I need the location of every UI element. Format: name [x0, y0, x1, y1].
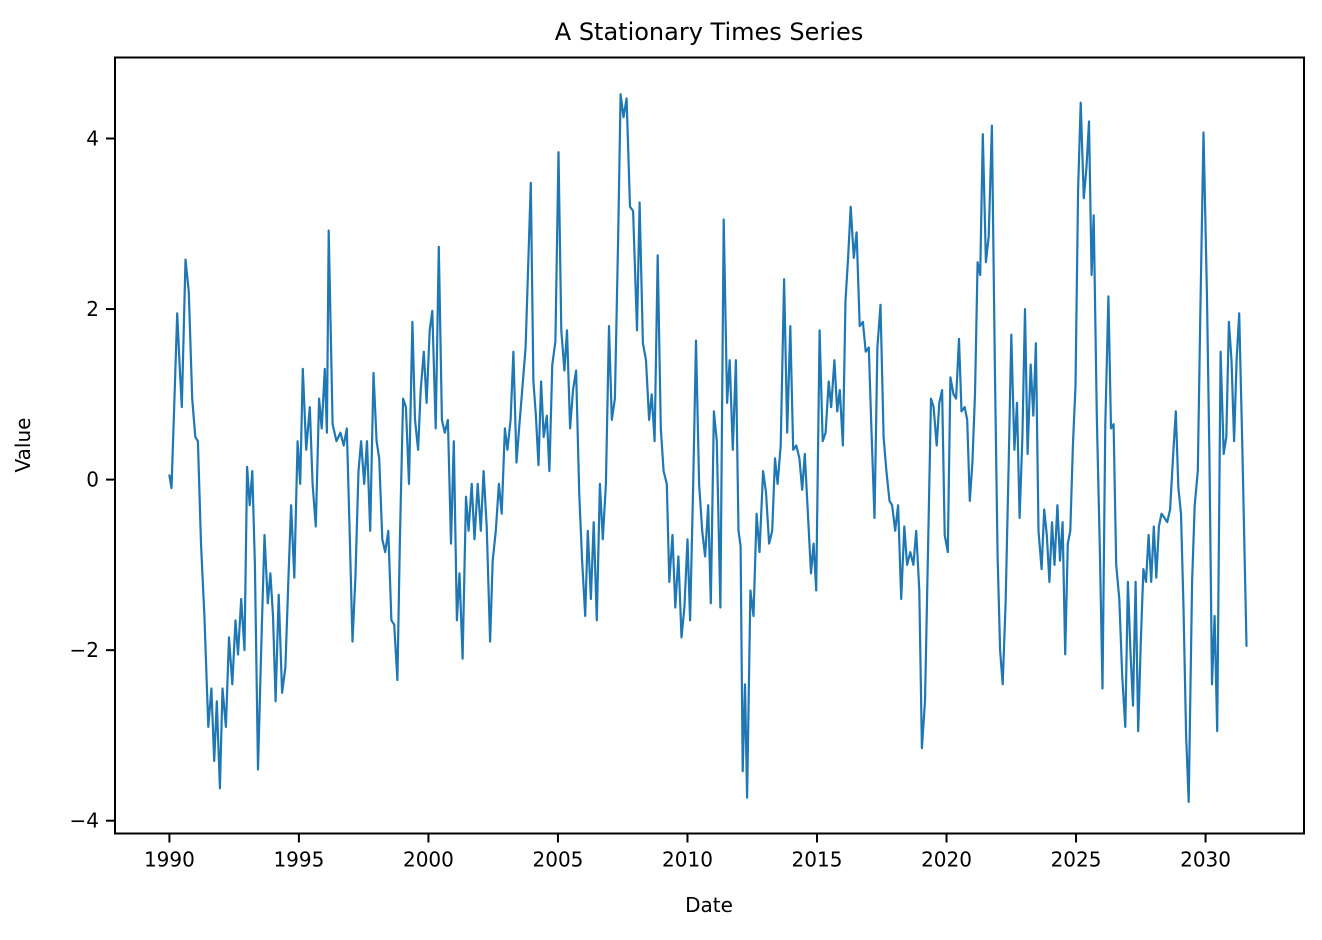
chart-title: A Stationary Times Series: [555, 18, 863, 46]
x-tick-label: 2005: [533, 848, 584, 872]
x-tick-label: 2000: [403, 848, 454, 872]
x-axis-ticks: 1990 1995 2000 2005 2010 2015 2020 2025 2030: [144, 833, 1231, 872]
plot-border: [114, 56, 1305, 835]
x-tick-label: 2025: [1051, 848, 1102, 872]
x-tick-label: 2010: [662, 848, 713, 872]
y-tick-label: 0: [86, 468, 99, 492]
x-tick-label: 2020: [921, 848, 972, 872]
x-tick-label: 2030: [1180, 848, 1231, 872]
x-axis-label: Date: [685, 893, 733, 917]
y-tick-label: 2: [86, 297, 99, 321]
y-tick-label: −2: [70, 638, 99, 662]
x-tick-label: 1990: [144, 848, 195, 872]
y-tick-label: 4: [86, 127, 99, 151]
line-series-value: [168, 93, 1248, 804]
y-tick-label: −4: [70, 809, 99, 833]
x-tick-label: 1995: [273, 848, 324, 872]
y-axis-ticks: −4 −2 0 2 4: [70, 127, 115, 833]
y-axis-label: Value: [11, 418, 35, 473]
series-group: [168, 93, 1248, 804]
x-tick-label: 2015: [792, 848, 843, 872]
